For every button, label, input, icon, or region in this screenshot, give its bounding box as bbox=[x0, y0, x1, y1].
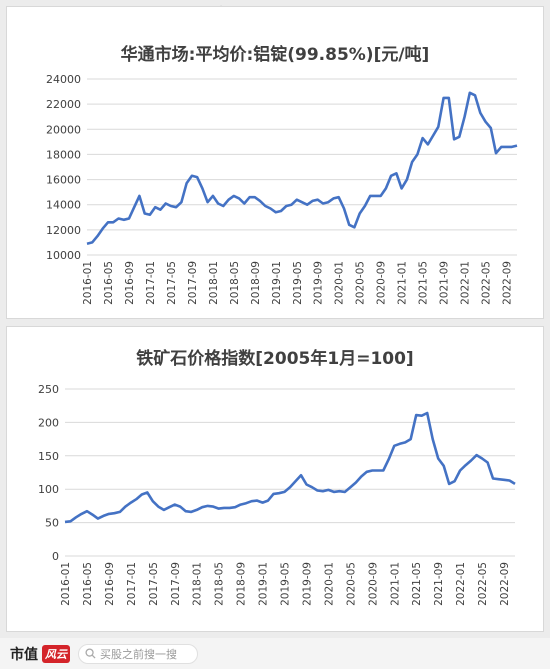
x-tick-label: 2021-09 bbox=[439, 261, 451, 305]
x-tick-label: 2018-09 bbox=[250, 261, 262, 305]
y-tick-label: 22000 bbox=[46, 98, 81, 111]
x-tick-label: 2017-05 bbox=[148, 562, 160, 606]
brand-mark: 风云 bbox=[42, 644, 70, 663]
y-tick-label: 100 bbox=[38, 483, 59, 496]
series-line bbox=[64, 411, 516, 524]
y-tick-label: 0 bbox=[52, 550, 59, 563]
series-line bbox=[86, 91, 518, 245]
x-tick-label: 2018-05 bbox=[229, 261, 241, 305]
y-tick-label: 150 bbox=[38, 450, 59, 463]
x-tick-label: 2021-05 bbox=[411, 562, 423, 606]
x-tick-label: 2019-05 bbox=[292, 261, 304, 305]
x-tick-label: 2016-05 bbox=[103, 261, 115, 305]
y-tick-label: 16000 bbox=[46, 174, 81, 187]
y-tick-label: 14000 bbox=[46, 199, 81, 212]
aluminum-price-chart: 10000 12000 14000 16000 18000 20000 22000 24000… bbox=[46, 73, 518, 305]
x-tick-label: 2022-05 bbox=[481, 261, 493, 305]
x-tick-label: 2019-01 bbox=[271, 261, 283, 305]
x-tick-label: 2017-01 bbox=[145, 261, 157, 305]
x-tick-label: 2021-05 bbox=[418, 261, 430, 305]
x-tick-label: 2021-01 bbox=[389, 562, 401, 606]
x-tick-label: 2017-09 bbox=[187, 261, 199, 305]
iron-ore-index-chart-panel: 铁矿石价格指数[2005年1月=100] 0 50 100 150 200 250 2016… bbox=[6, 326, 544, 632]
y-tick-label: 10000 bbox=[46, 249, 81, 262]
x-tick-label: 2022-01 bbox=[455, 562, 467, 606]
x-tick-label: 2016-09 bbox=[124, 261, 136, 305]
search-placeholder: 买股之前搜一搜 bbox=[100, 647, 177, 661]
x-tick-label: 2020-01 bbox=[323, 562, 335, 606]
x-tick-label: 2016-01 bbox=[82, 261, 94, 305]
x-tick-label: 2019-05 bbox=[280, 562, 292, 606]
y-tick-label: 20000 bbox=[46, 123, 81, 136]
x-tick-label: 2019-09 bbox=[313, 261, 325, 305]
x-tick-label: 2017-05 bbox=[166, 261, 178, 305]
x-tick-label: 2022-09 bbox=[502, 261, 514, 305]
y-tick-label: 200 bbox=[38, 416, 59, 429]
x-tick-label: 2022-09 bbox=[499, 562, 511, 606]
x-tick-label: 2020-05 bbox=[345, 562, 357, 606]
x-tick-label: 2018-01 bbox=[192, 562, 204, 606]
y-tick-label: 12000 bbox=[46, 224, 81, 237]
x-tick-label: 2022-01 bbox=[460, 261, 472, 305]
chart-title: 华通市场:平均价:铝锭(99.85%)[元/吨] bbox=[120, 45, 430, 65]
x-tick-label: 2018-05 bbox=[214, 562, 226, 606]
iron-ore-index-chart: 0 50 100 150 200 250 2016-01 2016-05 2016-09 2017… bbox=[38, 383, 516, 606]
x-tick-label: 2021-01 bbox=[397, 261, 409, 305]
x-tick-label: 2017-01 bbox=[126, 562, 138, 606]
y-tick-label: 50 bbox=[45, 517, 59, 530]
x-tick-label: 2019-01 bbox=[258, 562, 270, 606]
search-icon bbox=[85, 648, 96, 659]
x-tick-label: 2020-05 bbox=[355, 261, 367, 305]
search-input[interactable]: 买股之前搜一搜 bbox=[78, 643, 198, 664]
chart-title: 铁矿石价格指数[2005年1月=100] bbox=[136, 349, 414, 369]
x-tick-label: 2016-05 bbox=[82, 562, 94, 606]
y-tick-label: 24000 bbox=[46, 73, 81, 86]
x-tick-label: 2019-09 bbox=[301, 562, 313, 606]
footer-bar: 市值 风云 买股之前搜一搜 bbox=[0, 638, 550, 669]
x-tick-label: 2020-01 bbox=[334, 261, 346, 305]
x-tick-label: 2020-09 bbox=[367, 562, 379, 606]
y-tick-label: 18000 bbox=[46, 148, 81, 161]
brand-logo: 市值 风云 bbox=[10, 644, 70, 664]
aluminum-price-chart-panel: 华通市场:平均价:铝锭(99.85%)[元/吨] 10000 12000 14000… bbox=[6, 6, 544, 319]
x-tick-label: 2020-09 bbox=[376, 261, 388, 305]
y-tick-label: 250 bbox=[38, 383, 59, 396]
x-tick-label: 2016-01 bbox=[60, 562, 72, 606]
x-tick-label: 2022-05 bbox=[477, 562, 489, 606]
x-tick-label: 2021-09 bbox=[433, 562, 445, 606]
brand-name: 市值 bbox=[10, 646, 38, 663]
x-tick-label: 2016-09 bbox=[104, 562, 116, 606]
x-tick-label: 2017-09 bbox=[170, 562, 182, 606]
x-tick-label: 2018-09 bbox=[236, 562, 248, 606]
x-tick-label: 2018-01 bbox=[208, 261, 220, 305]
